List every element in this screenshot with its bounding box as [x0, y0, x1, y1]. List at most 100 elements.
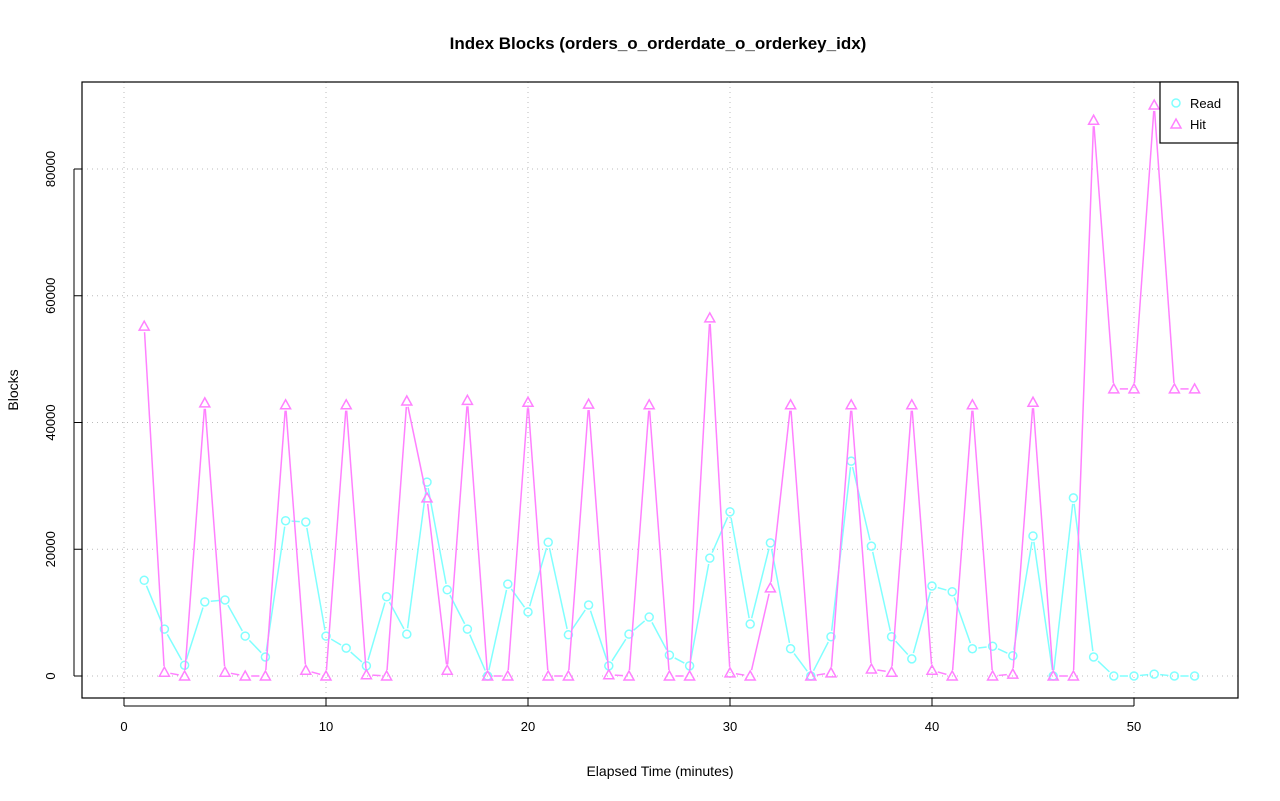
series-hit-segment: [446, 406, 468, 665]
series-read-point: [402, 629, 412, 639]
series-read-point: [139, 575, 149, 586]
series-read-point: [947, 586, 957, 597]
legend-hit-label: Hit: [1190, 117, 1206, 132]
series-hit-segment: [972, 410, 993, 671]
series-read-segment: [185, 607, 204, 660]
series-read-point: [745, 619, 755, 629]
series-hit-point: [218, 665, 232, 677]
series-hit-segment: [265, 410, 286, 671]
series-hit-point: [784, 398, 797, 410]
series-read-point: [280, 515, 291, 526]
series-hit-point: [1127, 382, 1141, 394]
series-hit-segment: [614, 674, 624, 677]
series-hit-segment: [911, 410, 933, 665]
series-hit-point: [885, 665, 898, 677]
series-read-segment: [770, 548, 791, 643]
series-read-segment: [291, 520, 300, 523]
series-read-segment: [674, 657, 685, 664]
series-read-segment: [812, 641, 829, 672]
series-read-point: [907, 654, 917, 664]
series-read-point: [644, 612, 654, 622]
series-hit-segment: [527, 408, 549, 671]
series-hit-point: [299, 663, 313, 676]
series-hit-point: [339, 398, 353, 410]
series-read-segment: [350, 651, 363, 663]
series-hit-point: [1168, 382, 1181, 394]
series-hit-point: [1147, 98, 1161, 110]
series-read-segment: [793, 653, 808, 672]
series-hit-point: [1107, 382, 1121, 394]
series-hit-point: [1188, 382, 1201, 394]
series-hit-point: [925, 663, 939, 676]
series-read-segment: [306, 527, 326, 631]
series-read-point: [846, 456, 856, 466]
series-hit-segment: [1012, 408, 1034, 669]
series-hit-point: [198, 396, 212, 408]
series-hit-segment: [735, 673, 745, 676]
series-read-point: [462, 624, 473, 634]
series-hit-segment: [407, 406, 427, 493]
series-read-segment: [871, 551, 892, 632]
series-hit-point: [945, 669, 959, 681]
series-read-point: [826, 631, 836, 642]
series-hit-segment: [588, 410, 610, 669]
series-hit-segment: [1133, 110, 1155, 383]
x-tick-label: 40: [925, 719, 939, 734]
series-read-point: [321, 631, 331, 641]
series-read-point: [260, 652, 271, 662]
series-read-point: [1088, 652, 1099, 662]
series-hit-segment: [1153, 110, 1175, 383]
series-read-segment: [633, 620, 646, 631]
series-read-point: [200, 597, 210, 607]
x-tick-label: 50: [1127, 719, 1141, 734]
axes: 0 10 20 30 40 50 0 20000 40000 60000 80000: [43, 151, 1141, 734]
series-read-point: [1068, 493, 1079, 503]
series-hit-point: [440, 663, 454, 676]
series-read-point: [240, 631, 250, 641]
series-hit-segment: [372, 674, 381, 677]
series-read-segment: [895, 640, 909, 655]
series-read-point: [987, 641, 998, 651]
series-read-segment: [611, 638, 627, 662]
series-read-point: [967, 643, 978, 654]
series-read-point: [442, 585, 452, 595]
series-read-segment: [711, 517, 729, 553]
series-hit-point: [279, 398, 292, 410]
series-hit-segment: [143, 332, 165, 667]
series-read-point: [1109, 671, 1119, 681]
series-hit-point: [622, 669, 636, 681]
series-read-segment: [488, 589, 508, 671]
series-read-point: [866, 541, 877, 551]
series-read-segment: [1073, 503, 1094, 652]
series-read-segment: [548, 547, 568, 630]
grid: [82, 82, 1238, 698]
series-read-point: [583, 600, 594, 610]
series-read-segment: [937, 586, 947, 591]
x-tick-label: 30: [723, 719, 737, 734]
series-read-segment: [469, 634, 486, 671]
series-read-segment: [1160, 673, 1169, 677]
series: [137, 98, 1201, 681]
series-read-point: [220, 595, 230, 605]
series-hit-point: [824, 666, 838, 678]
series-hit-segment: [648, 410, 670, 671]
series-hit-point: [905, 398, 919, 410]
series-hit-point: [178, 669, 191, 681]
series-hit-segment: [467, 406, 488, 671]
y-tick-label: 40000: [43, 404, 58, 440]
series-read-point: [1008, 650, 1018, 661]
series-hit-point: [1067, 669, 1080, 681]
y-tick-label: 0: [43, 672, 58, 679]
series-read-segment: [1013, 541, 1033, 650]
series-hit-point: [663, 669, 676, 681]
series-hit-segment: [1032, 408, 1054, 671]
series-hit-point: [582, 397, 595, 409]
series-hit-point: [764, 581, 777, 593]
series-hit-segment: [230, 672, 240, 676]
series-hit-point: [1026, 395, 1040, 407]
series-hit-segment: [386, 406, 408, 671]
series-read-segment: [651, 622, 668, 651]
series-hit-segment: [170, 672, 179, 676]
series-read-point: [1189, 671, 1200, 681]
series-hit-segment: [750, 593, 770, 671]
